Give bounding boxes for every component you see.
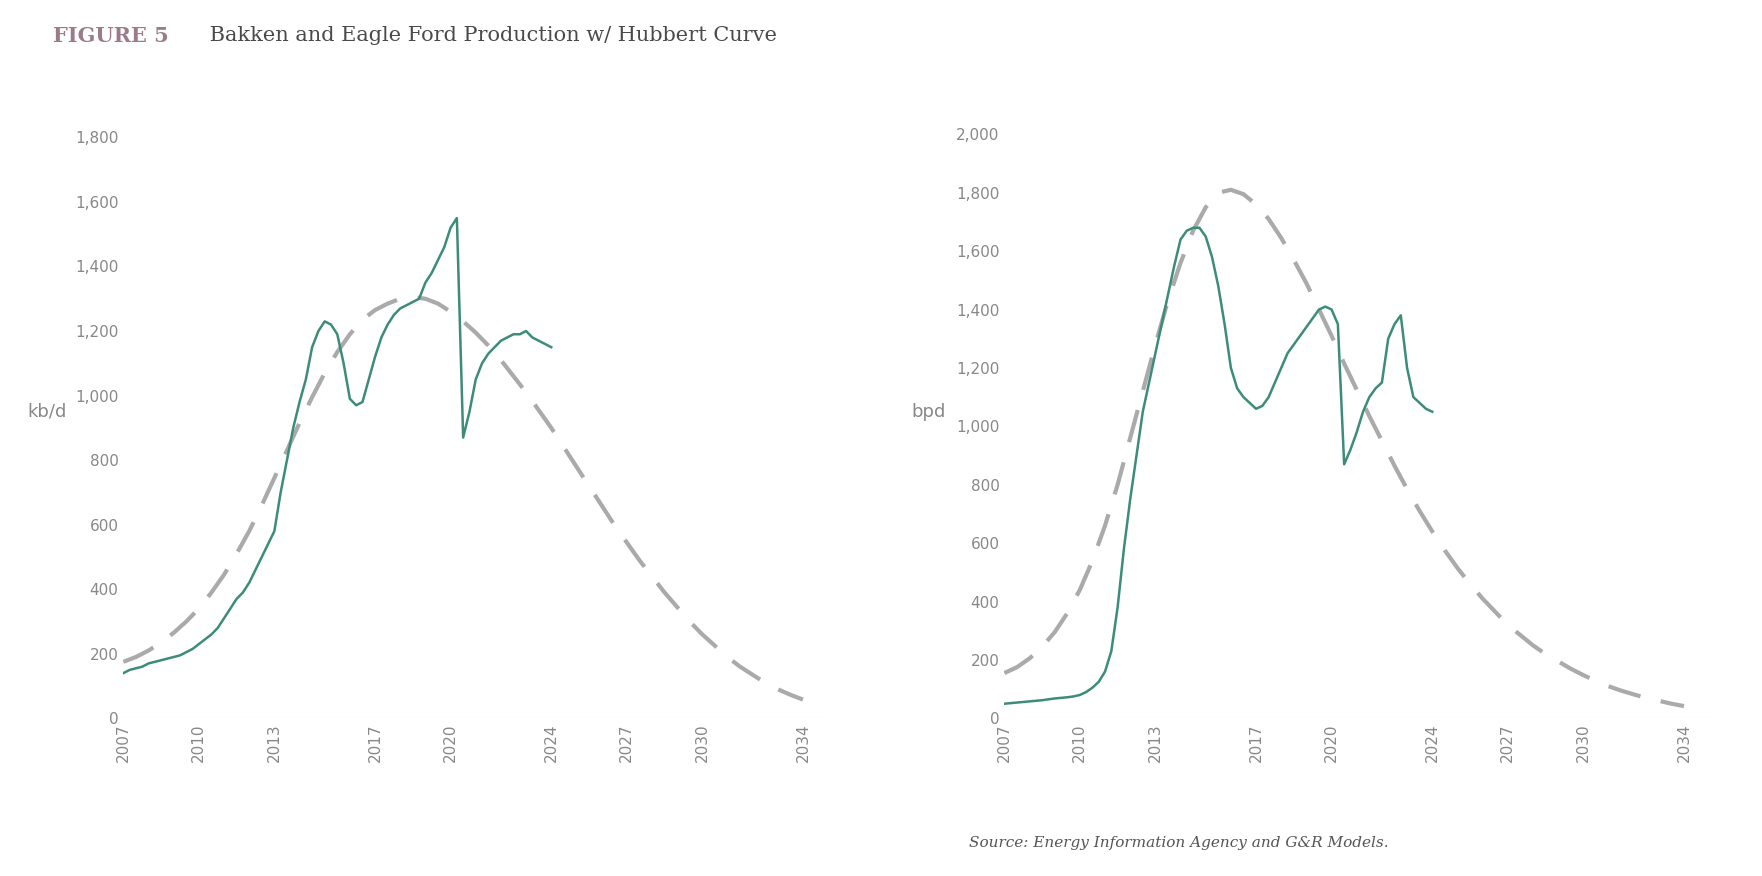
- Y-axis label: bpd: bpd: [911, 403, 946, 420]
- Text: FIGURE 5: FIGURE 5: [53, 26, 169, 46]
- Text: Source: Energy Information Agency and G&R Models.: Source: Energy Information Agency and G&…: [969, 836, 1388, 850]
- Y-axis label: kb/d: kb/d: [28, 403, 67, 420]
- Text: Bakken and Eagle Ford Production w/ Hubbert Curve: Bakken and Eagle Ford Production w/ Hubb…: [203, 26, 777, 46]
